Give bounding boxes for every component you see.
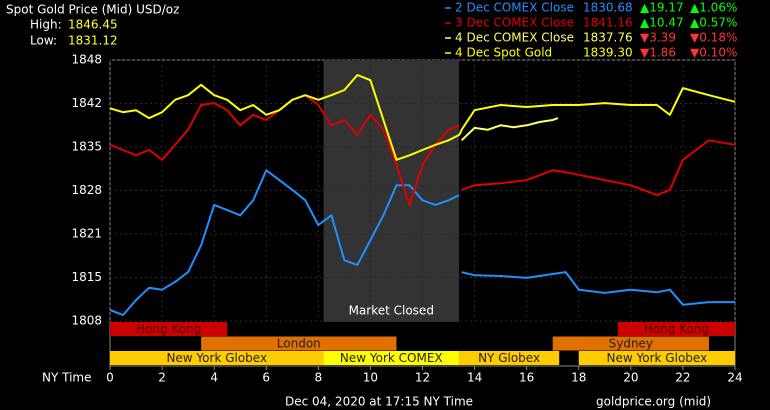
session-band xyxy=(110,351,324,365)
x-tick-label: 8 xyxy=(315,371,323,385)
legend-change: ▲19.17 xyxy=(640,1,684,15)
legend-name: 3 Dec COMEX Close xyxy=(455,16,574,30)
session-label: New York COMEX xyxy=(340,351,443,365)
y-tick-label: 1821 xyxy=(71,227,102,241)
x-tick-label: 4 xyxy=(210,371,218,385)
session-label: New York Globex xyxy=(607,351,708,365)
footer-source: goldprice.org (mid) xyxy=(596,395,711,409)
session-band xyxy=(552,336,709,351)
x-tick-label: 0 xyxy=(106,371,114,385)
legend-change-pct: ▲1.06% xyxy=(690,1,737,15)
session-band xyxy=(110,322,228,336)
session-label: New York Globex xyxy=(166,351,267,365)
x-tick-label: 16 xyxy=(519,371,534,385)
x-tick-label: 20 xyxy=(623,371,638,385)
footer-date: Dec 04, 2020 at 17:15 NY Time xyxy=(285,395,473,409)
x-tick-label: 24 xyxy=(727,371,742,385)
session-label: London xyxy=(277,336,321,350)
session-band xyxy=(578,351,735,365)
y-tick-label: 1842 xyxy=(71,96,102,110)
x-tick-label: 6 xyxy=(262,371,270,385)
legend-change: ▼1.86 xyxy=(640,46,676,60)
low-label: Low: xyxy=(30,34,57,48)
legend-close: 1837.76 xyxy=(583,31,633,45)
y-tick-label: 1815 xyxy=(71,270,102,284)
x-tick-label: 12 xyxy=(415,371,430,385)
x-tick-label: 10 xyxy=(363,371,378,385)
market-closed-label: Market Closed xyxy=(349,304,434,318)
legend-name: 4 Dec Spot Gold xyxy=(455,46,552,60)
session-band xyxy=(617,322,735,336)
chart-title: Spot Gold Price (Mid) USD/oz xyxy=(6,3,179,17)
x-tick-label: 22 xyxy=(675,371,690,385)
high-label: High: xyxy=(30,18,62,32)
session-band xyxy=(458,351,560,365)
legend-change: ▼3.39 xyxy=(640,31,676,45)
legend-change-pct: ▼0.18% xyxy=(690,31,737,45)
session-band xyxy=(323,351,459,365)
session-label: Hong Kong xyxy=(136,322,201,336)
legend-close: 1839.30 xyxy=(583,46,633,60)
x-tick-label: 18 xyxy=(571,371,586,385)
session-band xyxy=(201,336,397,351)
session-label: NY Globex xyxy=(478,351,540,365)
legend-close: 1830.68 xyxy=(583,1,633,15)
x-axis-label: NY Time xyxy=(42,371,92,385)
legend-name: 2 Dec COMEX Close xyxy=(455,1,574,15)
y-tick-label: 1848 xyxy=(71,53,102,67)
y-tick-label: 1808 xyxy=(71,314,102,328)
low-value: 1831.12 xyxy=(68,34,118,48)
y-tick-label: 1835 xyxy=(71,139,102,153)
price-line xyxy=(460,117,559,142)
price-line xyxy=(109,74,736,161)
session-label: Sydney xyxy=(609,336,653,350)
y-tick-label: 1828 xyxy=(71,183,102,197)
legend-change-pct: ▲0.57% xyxy=(690,16,737,30)
legend-change-pct: ▼0.10% xyxy=(690,46,737,60)
session-label: Hong Kong xyxy=(644,322,709,336)
x-tick-label: 14 xyxy=(467,371,482,385)
high-value: 1846.45 xyxy=(68,18,118,32)
x-tick-label: 2 xyxy=(158,371,166,385)
legend-name: 4 Dec COMEX Close xyxy=(455,31,574,45)
legend-change: ▲10.47 xyxy=(640,16,684,30)
legend-close: 1841.16 xyxy=(583,16,633,30)
